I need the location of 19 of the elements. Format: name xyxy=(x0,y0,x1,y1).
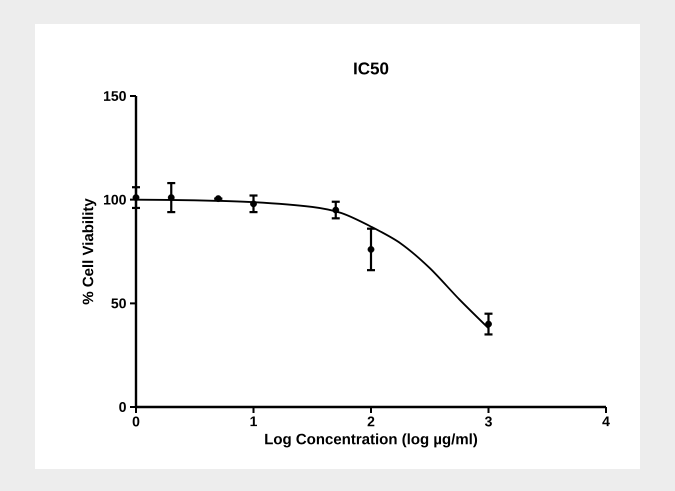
y-tick-label: 50 xyxy=(111,298,126,308)
x-axis-title: Log Concentration (log µg/ml) xyxy=(265,433,478,448)
point xyxy=(168,194,175,201)
y-axis-title: % Cell Viability xyxy=(82,198,96,304)
point xyxy=(250,200,257,208)
x-tick-label: 2 xyxy=(368,416,374,426)
x-tick-label: 0 xyxy=(132,416,140,426)
point xyxy=(132,194,140,201)
x-tick-label: 3 xyxy=(484,416,492,426)
point xyxy=(485,320,492,328)
x-tick-label: 1 xyxy=(250,416,258,426)
y-tick-label: 150 xyxy=(104,91,126,101)
y-tick-label: 0 xyxy=(119,402,126,412)
point xyxy=(214,195,222,202)
x-tick-label: 4 xyxy=(602,416,610,426)
y-tick-label: 100 xyxy=(104,194,126,205)
point xyxy=(368,246,374,253)
chart-title: IC50 xyxy=(354,62,388,74)
point xyxy=(332,206,340,214)
